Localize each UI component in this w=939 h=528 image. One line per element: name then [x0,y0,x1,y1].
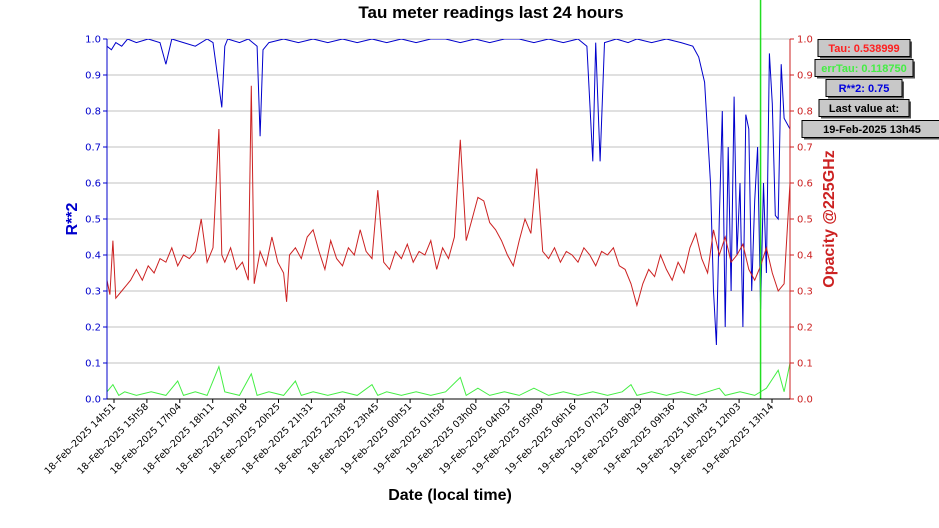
right-tick-label: 0.5 [797,215,813,226]
left-tick-label: 0.7 [85,143,101,154]
right-tick-label: 0.6 [797,179,813,190]
left-tick-label: 1.0 [85,35,101,46]
legend-box-tau [817,39,911,57]
right-axis: 0.0 0.1 0.2 0.3 0.4 0.5 0.6 0.7 0.8 0.9 1.0 [790,35,813,406]
legend-box-last_label [818,99,910,117]
left-tick-label: 0.9 [85,71,101,82]
left-tick-label: 0.3 [85,287,101,298]
left-tick-label: 0.5 [85,215,101,226]
right-tick-label: 0.7 [797,143,813,154]
legend-box-last_time [801,120,939,138]
left-tick-label: 0.8 [85,107,101,118]
right-axis-title: Opacity @225GHz [821,150,838,287]
chart-title: Tau meter readings last 24 hours [358,3,623,22]
legend-box-errtau [814,59,914,77]
x-axis-title: Date (local time) [388,487,512,504]
legend-text-r2: R**2: 0.75 [839,83,890,95]
right-tick-label: 0.4 [797,251,813,262]
legend-text-errtau: errTau: 0.118750 [821,63,906,75]
grid [107,38,790,400]
left-tick-label: 0.0 [85,395,101,406]
series-group [107,0,790,399]
right-tick-label: 1.0 [797,35,813,46]
legend-text-tau: Tau: 0.538999 [828,43,899,55]
left-tick-label: 0.1 [85,359,101,370]
left-axis: 0.0 0.1 0.2 0.3 0.4 0.5 0.6 0.7 0.8 0.9 1.0 [85,35,107,406]
right-tick-label: 0.0 [797,395,813,406]
right-tick-label: 0.2 [797,323,813,334]
legend-text-last_time: 19-Feb-2025 13h45 [823,124,921,136]
legend-box-r2 [825,79,903,97]
left-axis-title: R**2 [64,202,81,235]
series-line-0 [107,39,790,346]
series-line-2 [107,361,790,397]
legend-text-last_label: Last value at: [829,103,899,115]
right-tick-label: 0.1 [797,359,813,370]
right-tick-label: 0.9 [797,71,813,82]
series-line-1 [107,85,790,308]
left-tick-label: 0.2 [85,323,101,334]
right-tick-label: 0.3 [797,287,813,298]
legend: Tau: 0.538999 errTau: 0.118750 R**2: 0.75 L… [801,39,939,140]
left-tick-label: 0.4 [85,251,101,262]
right-tick-label: 0.8 [797,107,813,118]
left-tick-label: 0.6 [85,179,101,190]
